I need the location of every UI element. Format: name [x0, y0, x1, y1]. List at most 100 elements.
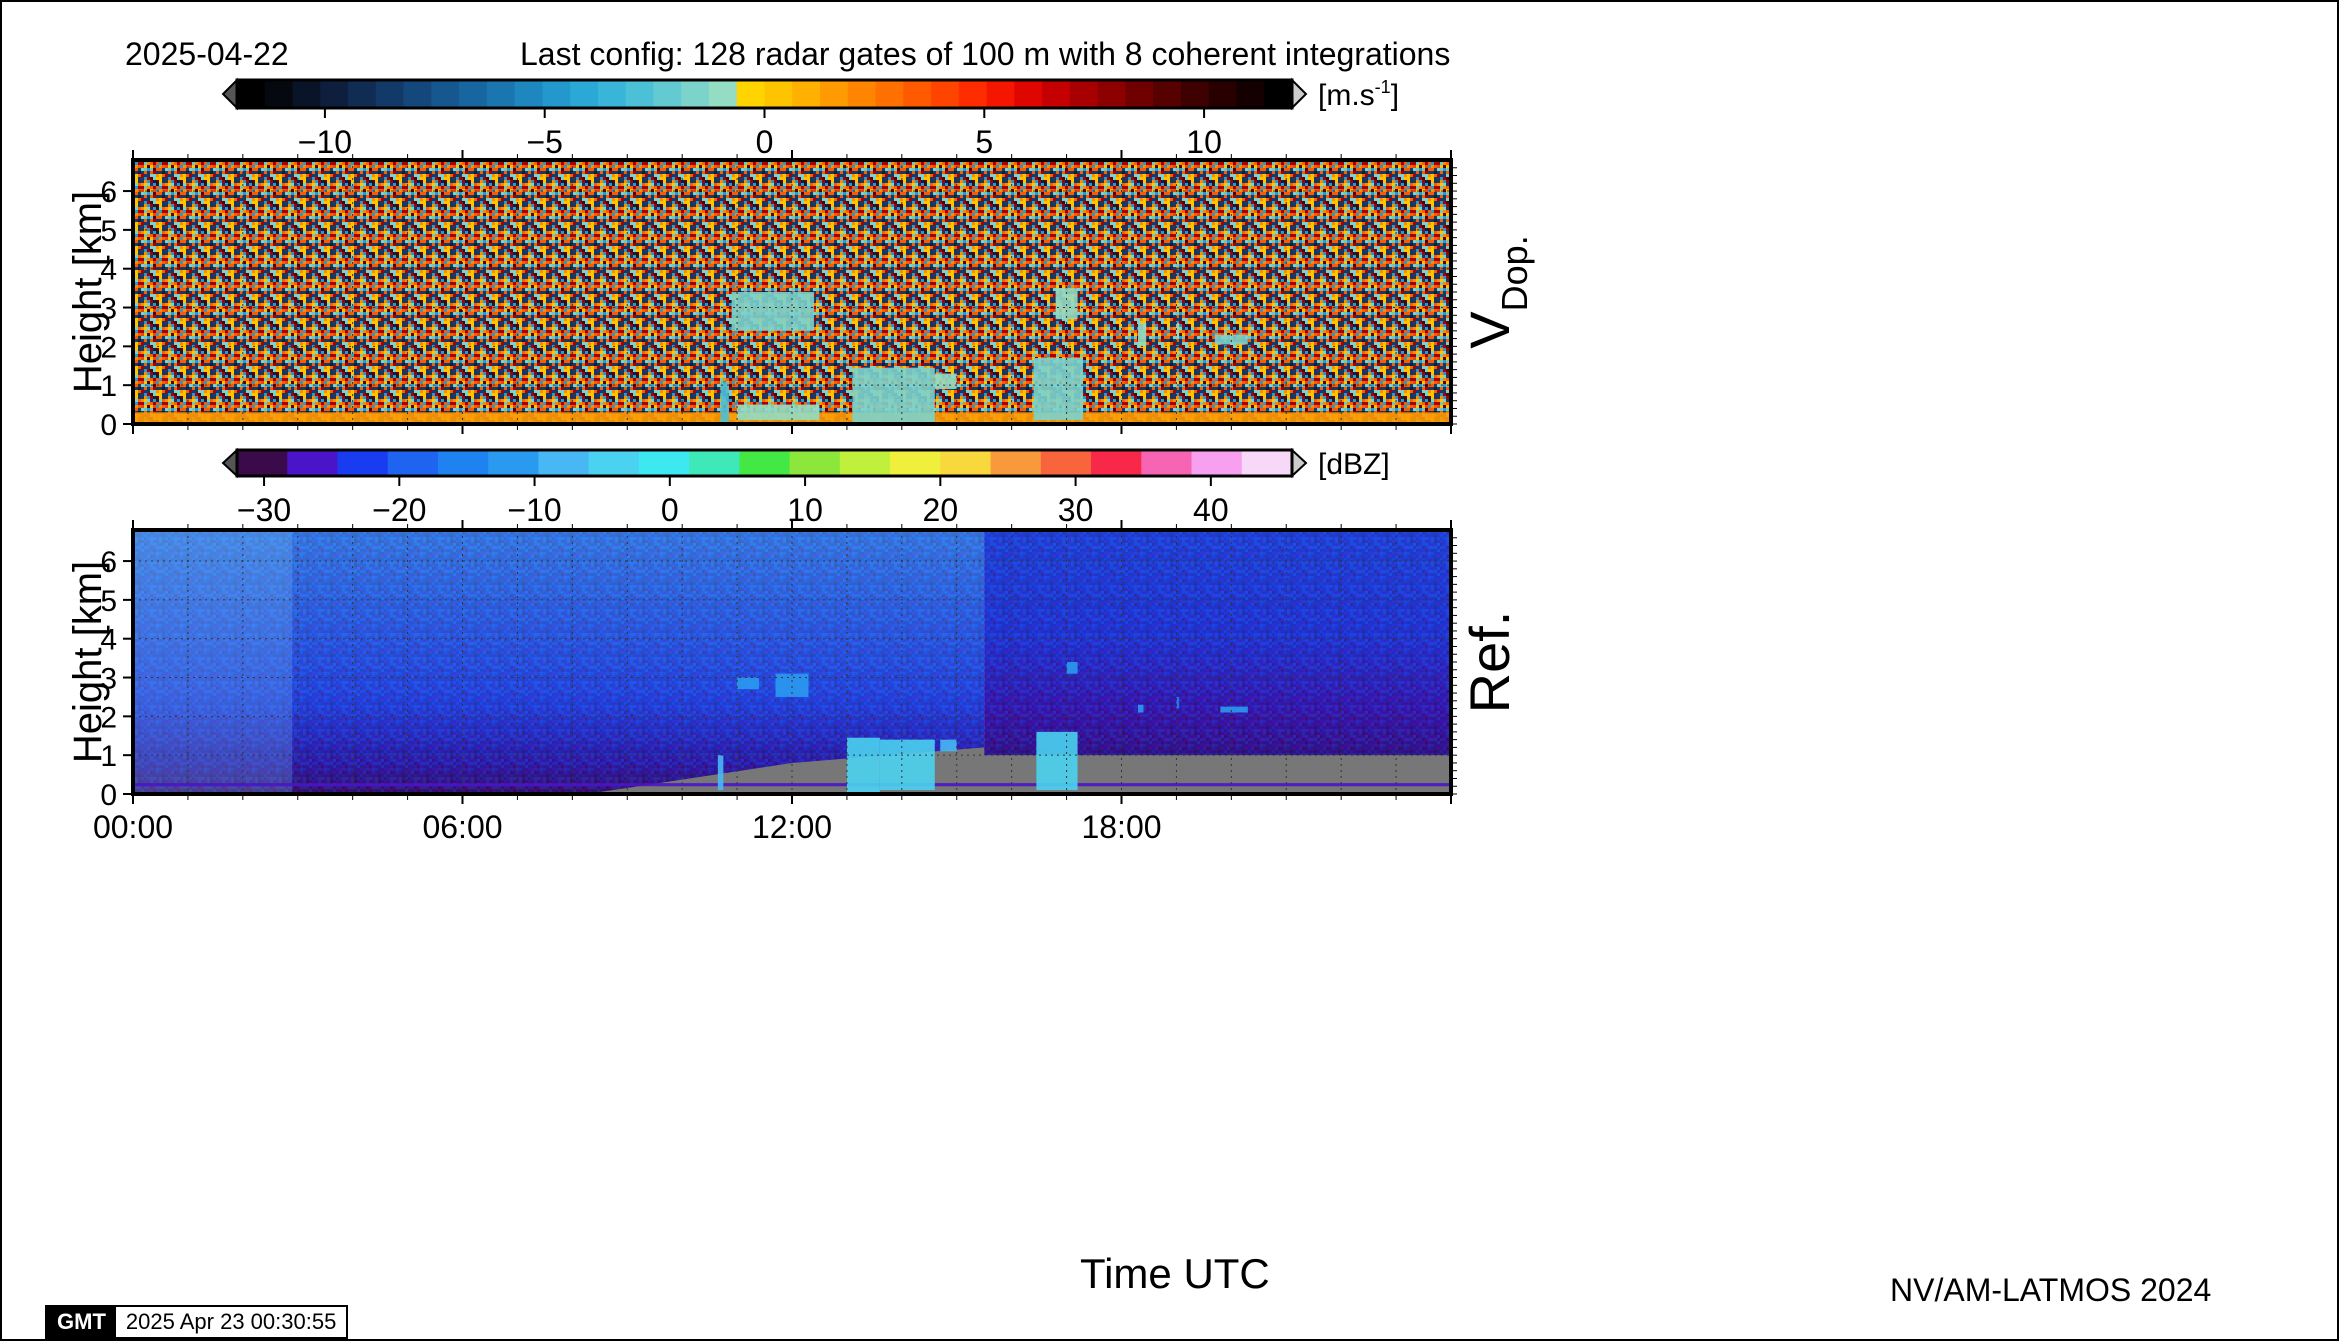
colorbar-swatch: [1097, 80, 1127, 108]
data-cell: [1055, 288, 1078, 320]
colorbar-swatch: [292, 80, 321, 108]
colorbar-swatch: [403, 80, 432, 108]
colorbar-swatch: [1014, 80, 1043, 108]
x-axis-label: Time UTC: [1080, 1250, 1270, 1297]
gmt-logo: GMT: [47, 1307, 116, 1337]
data-cell: [852, 367, 935, 423]
colorbar-swatch: [820, 80, 849, 108]
colorbar-swatch: [375, 80, 405, 108]
figure-config-text: Last config: 128 radar gates of 100 m wi…: [520, 36, 1451, 72]
colorbar-tick-label: −5: [526, 124, 562, 160]
x-tick-label: 06:00: [422, 809, 502, 845]
y-axis-label: Height [km]: [66, 561, 110, 763]
colorbar-swatch: [588, 450, 640, 476]
colorbar-swatch: [1191, 450, 1243, 476]
data-cell: [737, 677, 760, 690]
colorbar-swatch: [287, 450, 339, 476]
data-cell: [1176, 323, 1180, 339]
y-tick-label: 5: [100, 585, 117, 618]
panel-label: VDop.: [1458, 235, 1535, 348]
y-tick-label: 4: [100, 624, 117, 657]
colorbar-swatch: [739, 450, 791, 476]
colorbar-swatch: [387, 450, 439, 476]
credit-text: NV/AM-LATMOS 2024: [1890, 1272, 2212, 1308]
colorbar-swatch: [958, 80, 988, 108]
data-cell: [1214, 334, 1248, 345]
y-tick-label: 2: [100, 331, 117, 364]
colorbar-swatch: [789, 450, 841, 476]
y-axis-label: Height [km]: [66, 191, 110, 393]
colorbar-tick-label: 0: [756, 124, 774, 160]
data-cell: [1137, 323, 1147, 347]
no-echo-region: [599, 747, 1451, 793]
y-tick-label: 6: [100, 546, 117, 579]
y-tick-label: 2: [100, 701, 117, 734]
colorbar-swatch: [597, 80, 627, 108]
colorbar-high-arrow: [1291, 77, 1308, 111]
colorbar-swatch: [237, 80, 266, 108]
colorbar-swatch: [514, 80, 543, 108]
colorbar-swatch: [931, 80, 960, 108]
plot-area: [133, 530, 1451, 794]
colorbar-swatch: [459, 80, 488, 108]
colorbar-swatch: [990, 450, 1042, 476]
colorbar-swatch: [689, 450, 740, 476]
data-cell: [934, 373, 957, 390]
stamp-time: 2025 Apr 23 00:30:55: [115, 1307, 347, 1337]
colorbar-swatch: [542, 80, 571, 108]
data-cell: [1033, 358, 1084, 421]
data-cell: [1036, 731, 1078, 791]
data-cell: [720, 381, 729, 423]
colorbar-tick-label: 5: [975, 124, 993, 160]
colorbar-swatch: [488, 450, 540, 476]
colorbar-swatch: [1236, 80, 1265, 108]
colorbar-swatch: [1091, 450, 1142, 476]
data-cell: [1066, 662, 1078, 674]
colorbar-swatch: [570, 80, 599, 108]
data-cell: [133, 783, 1451, 787]
colorbar-unit: [m.s-1]: [1318, 77, 1399, 112]
colorbar-swatch: [1264, 80, 1293, 108]
y-tick-label: 4: [100, 254, 117, 287]
x-tick-label: 12:00: [752, 809, 832, 845]
colorbar-swatch: [736, 80, 766, 108]
colorbar-swatch: [1069, 80, 1099, 108]
colorbar-swatch: [638, 450, 690, 476]
data-cell: [879, 739, 935, 791]
colorbar-swatch: [792, 80, 821, 108]
colorbar-outline: [235, 448, 1294, 478]
y-tick-label: 1: [100, 370, 117, 403]
colorbar-swatch: [708, 80, 738, 108]
colorbar-tick-label: 0: [661, 492, 679, 528]
colorbar-swatch: [653, 80, 682, 108]
colorbar-swatch: [986, 80, 1015, 108]
data-cell: [846, 737, 880, 793]
gmt-timestamp: GMT 2025 Apr 23 00:30:55: [45, 1305, 349, 1339]
colorbar-swatch: [1042, 80, 1071, 108]
colorbar-swatch: [1180, 80, 1210, 108]
colorbar-swatch: [237, 450, 288, 476]
colorbar-swatch: [839, 450, 891, 476]
colorbar-tick-label: 10: [1186, 124, 1222, 160]
data-cell: [940, 739, 957, 752]
colorbar-low-arrow: [221, 447, 238, 479]
colorbar-swatch: [538, 450, 590, 476]
colorbar-tick-label: 20: [923, 492, 959, 528]
colorbar-swatch: [1040, 450, 1092, 476]
plot-area: [133, 160, 1451, 424]
colorbar-high-arrow: [1291, 447, 1308, 479]
colorbar-tick-label: −20: [372, 492, 426, 528]
y-tick-label: 1: [100, 740, 117, 773]
colorbar-swatch: [940, 450, 992, 476]
colorbar-swatch: [903, 80, 932, 108]
colorbar-swatch: [431, 80, 460, 108]
colorbar-swatch: [875, 80, 904, 108]
colorbar-swatch: [625, 80, 655, 108]
data-cell: [1137, 704, 1144, 713]
colorbar-tick-label: −30: [237, 492, 291, 528]
colorbar-swatch: [1208, 80, 1238, 108]
plot-background: [133, 530, 293, 794]
colorbar-tick-label: −10: [507, 492, 561, 528]
